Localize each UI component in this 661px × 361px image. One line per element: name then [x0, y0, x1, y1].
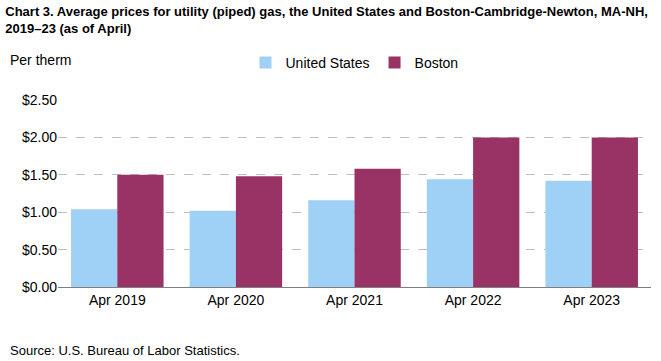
svg-text:$1.50: $1.50: [22, 167, 57, 183]
svg-text:Apr 2020: Apr 2020: [207, 292, 264, 308]
svg-text:$0.50: $0.50: [22, 242, 57, 258]
svg-text:Apr 2023: Apr 2023: [563, 292, 620, 308]
svg-text:Source: U.S. Bureau of Labor S: Source: U.S. Bureau of Labor Statistics.: [10, 343, 240, 358]
svg-text:Apr 2021: Apr 2021: [326, 292, 383, 308]
svg-text:Apr 2019: Apr 2019: [89, 292, 146, 308]
svg-text:Boston: Boston: [415, 55, 459, 71]
svg-text:Chart 3. Average prices for ut: Chart 3. Average prices for utility (pip…: [5, 4, 648, 36]
svg-text:$0.00: $0.00: [22, 279, 57, 295]
svg-text:Apr 2022: Apr 2022: [445, 292, 502, 308]
svg-text:$1.00: $1.00: [22, 204, 57, 220]
svg-text:Per therm: Per therm: [10, 52, 71, 68]
svg-text:$2.00: $2.00: [22, 129, 57, 145]
svg-text:$2.50: $2.50: [22, 92, 57, 108]
svg-text:United States: United States: [286, 55, 370, 71]
